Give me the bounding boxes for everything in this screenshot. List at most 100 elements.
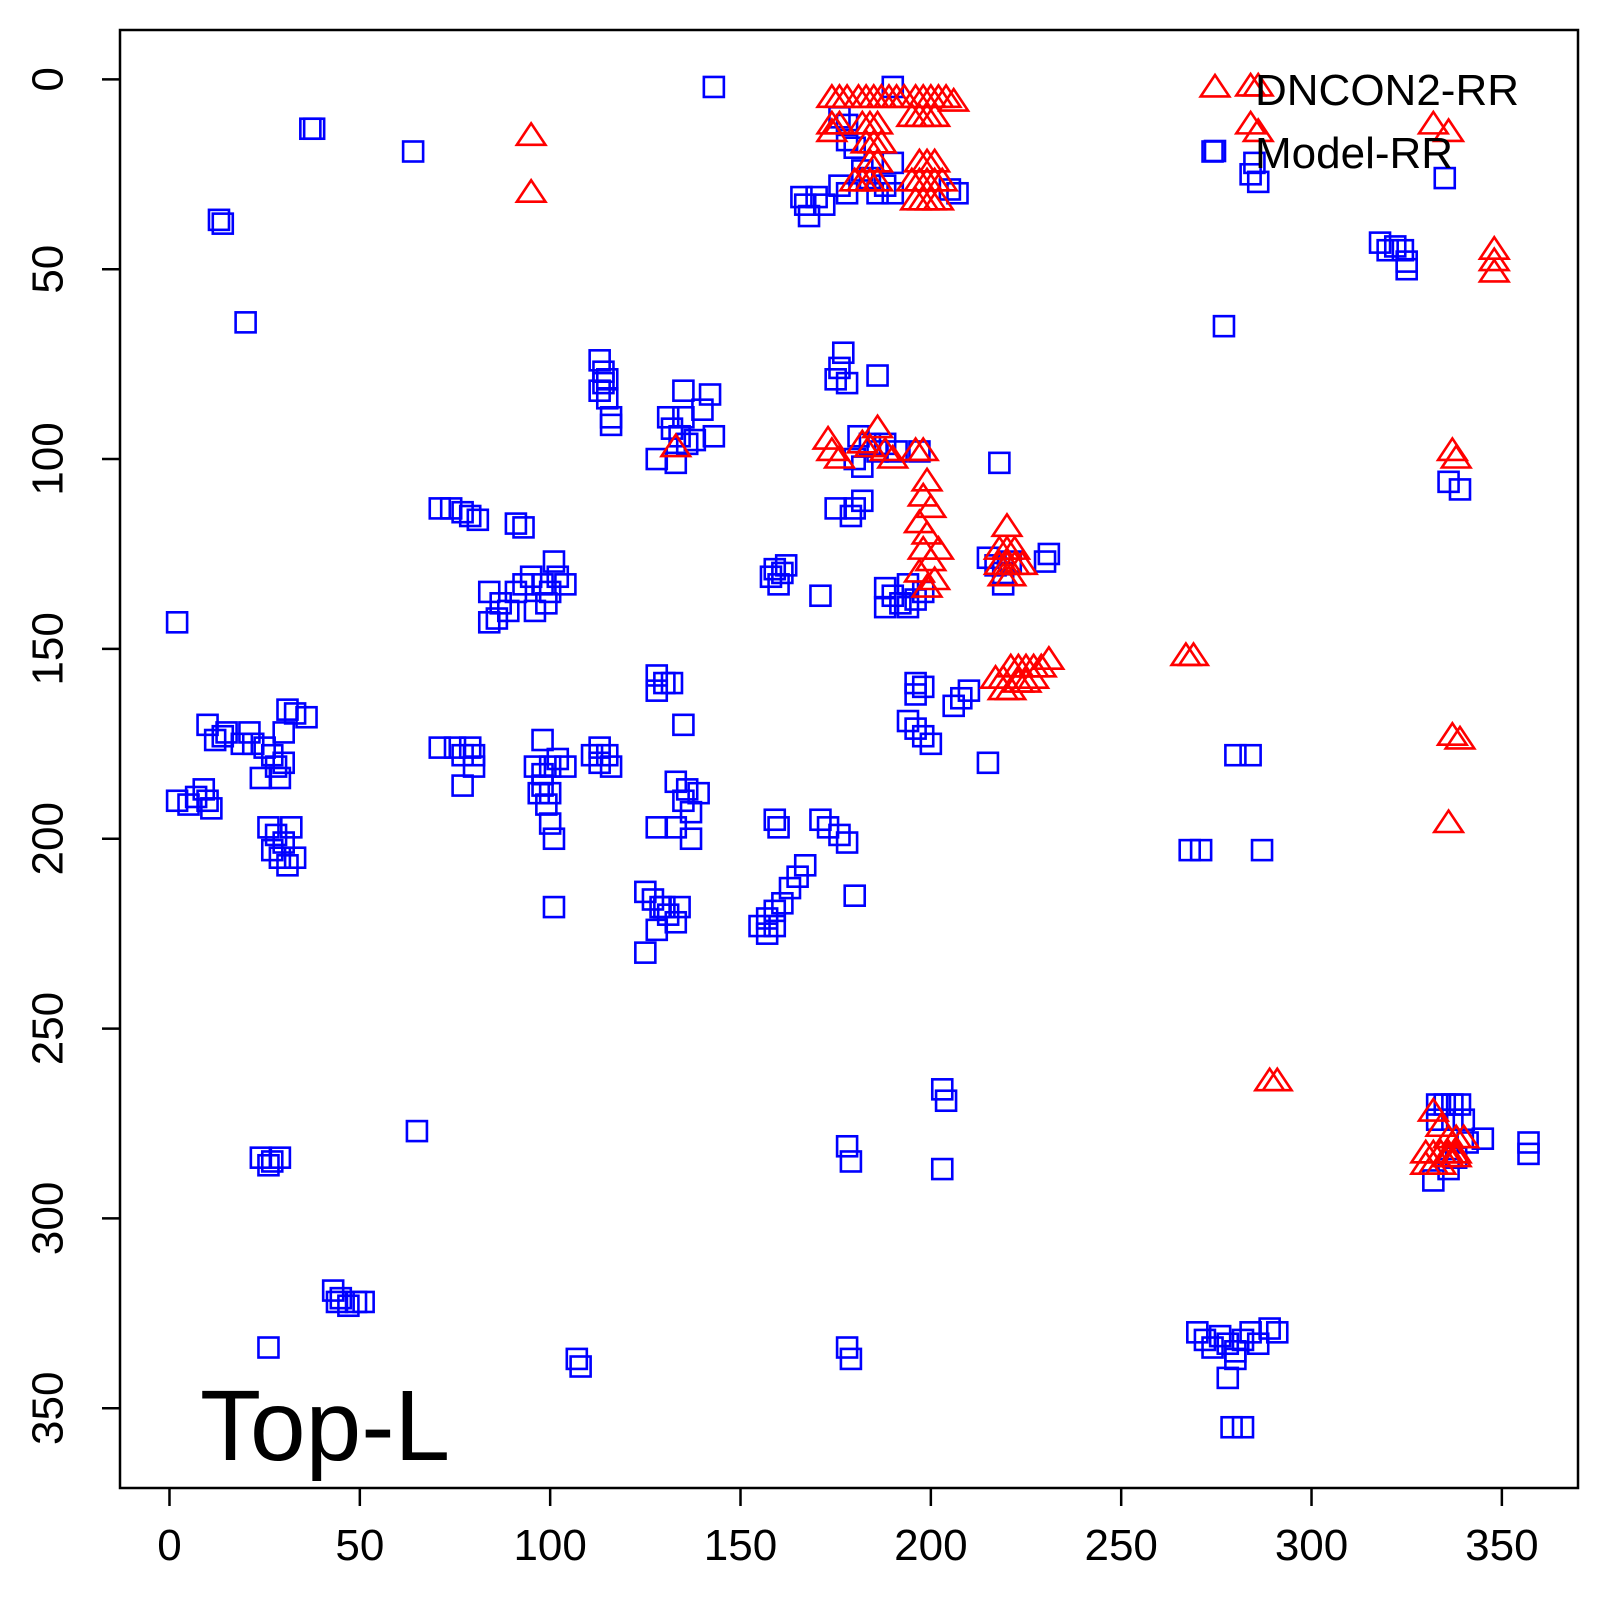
square-point [462, 755, 486, 778]
square-point [401, 140, 425, 163]
square-point [919, 732, 943, 756]
square-point [843, 136, 867, 160]
square-point [828, 823, 851, 847]
square-point [264, 755, 288, 778]
square-point [462, 743, 486, 767]
square-point [165, 611, 189, 634]
triangle-point [1233, 109, 1268, 135]
legend-square-symbol [1203, 139, 1227, 163]
square-point [930, 1078, 954, 1101]
square-point [896, 709, 920, 733]
triangle-point [1431, 117, 1466, 143]
square-point [1448, 478, 1472, 501]
square-point [542, 550, 566, 573]
square-point [835, 371, 859, 395]
square-point [1437, 1157, 1460, 1181]
square-point [268, 846, 292, 870]
square-point [238, 721, 261, 744]
triangle-point [914, 493, 948, 519]
square-point [946, 181, 969, 205]
square-point [1452, 1108, 1476, 1132]
plot-frame [118, 28, 1580, 1490]
square-point [755, 922, 779, 945]
square-point [428, 736, 452, 759]
y-tick-label: 0 [24, 67, 73, 91]
triangle-point [845, 428, 880, 454]
square-point [1517, 1131, 1540, 1154]
square-point [196, 789, 219, 813]
square-point [272, 831, 295, 854]
square-point [755, 907, 779, 930]
square-point [763, 899, 787, 923]
square-point [831, 341, 855, 365]
plot-marks [165, 71, 1540, 1439]
triangle-point [902, 557, 937, 583]
square-point [904, 717, 927, 740]
square-point [904, 588, 927, 611]
square-point [957, 679, 981, 702]
square-point [531, 728, 554, 752]
y-tick-label: 100 [24, 422, 73, 495]
square-point [542, 827, 566, 851]
triangle-point [811, 424, 845, 450]
square-point [1037, 542, 1061, 566]
square-point [405, 1119, 429, 1143]
square-point [809, 584, 832, 608]
square-point [538, 580, 562, 604]
y-tick-label: 200 [24, 802, 73, 875]
square-point [264, 823, 288, 847]
square-point [911, 675, 935, 699]
square-point [451, 774, 474, 797]
square-point [1517, 1142, 1540, 1166]
square-point [896, 573, 920, 596]
square-point [257, 816, 280, 839]
square-point [512, 516, 535, 539]
square-point [428, 497, 452, 520]
triangle-point [1477, 257, 1511, 283]
square-point [1193, 1328, 1217, 1352]
legend-label: DNCON2-RR [1255, 66, 1519, 115]
square-point [835, 1336, 859, 1359]
square-point [477, 611, 501, 634]
square-point [283, 846, 307, 870]
square-point [934, 1089, 958, 1113]
square-point [763, 914, 787, 938]
square-point [1448, 1093, 1472, 1116]
square-point [337, 1294, 360, 1318]
square-point [896, 595, 920, 619]
triangle-point [1176, 641, 1211, 667]
square-point [280, 816, 303, 839]
square-point [268, 1146, 292, 1169]
square-point [207, 208, 231, 232]
triangle-point [1443, 724, 1477, 750]
square-point [1220, 1415, 1243, 1439]
square-point [272, 721, 295, 744]
square-point [904, 683, 927, 706]
triangle-point [1005, 550, 1039, 576]
square-point [477, 580, 501, 604]
square-point [352, 1290, 375, 1314]
square-point [321, 1279, 345, 1302]
square-point [809, 808, 832, 832]
triangle-point [1241, 117, 1275, 143]
triangle-point [929, 83, 963, 109]
square-point [668, 424, 691, 448]
square-point [1395, 257, 1418, 281]
series-dncon2-rr [514, 71, 1511, 1176]
square-point [911, 724, 935, 748]
square-point [302, 117, 326, 141]
square-point [656, 405, 680, 429]
triangle-point [1024, 652, 1058, 678]
square-point [656, 903, 680, 926]
square-point [866, 364, 889, 387]
square-point [215, 721, 238, 744]
square-point [653, 895, 676, 919]
square-point [763, 557, 787, 581]
square-point [211, 212, 235, 235]
legend-label: Model-RR [1255, 129, 1453, 178]
square-point [664, 451, 688, 475]
square-point [588, 751, 611, 775]
square-point [805, 185, 828, 209]
y-tick-label: 250 [24, 992, 73, 1065]
square-point [565, 1347, 589, 1371]
